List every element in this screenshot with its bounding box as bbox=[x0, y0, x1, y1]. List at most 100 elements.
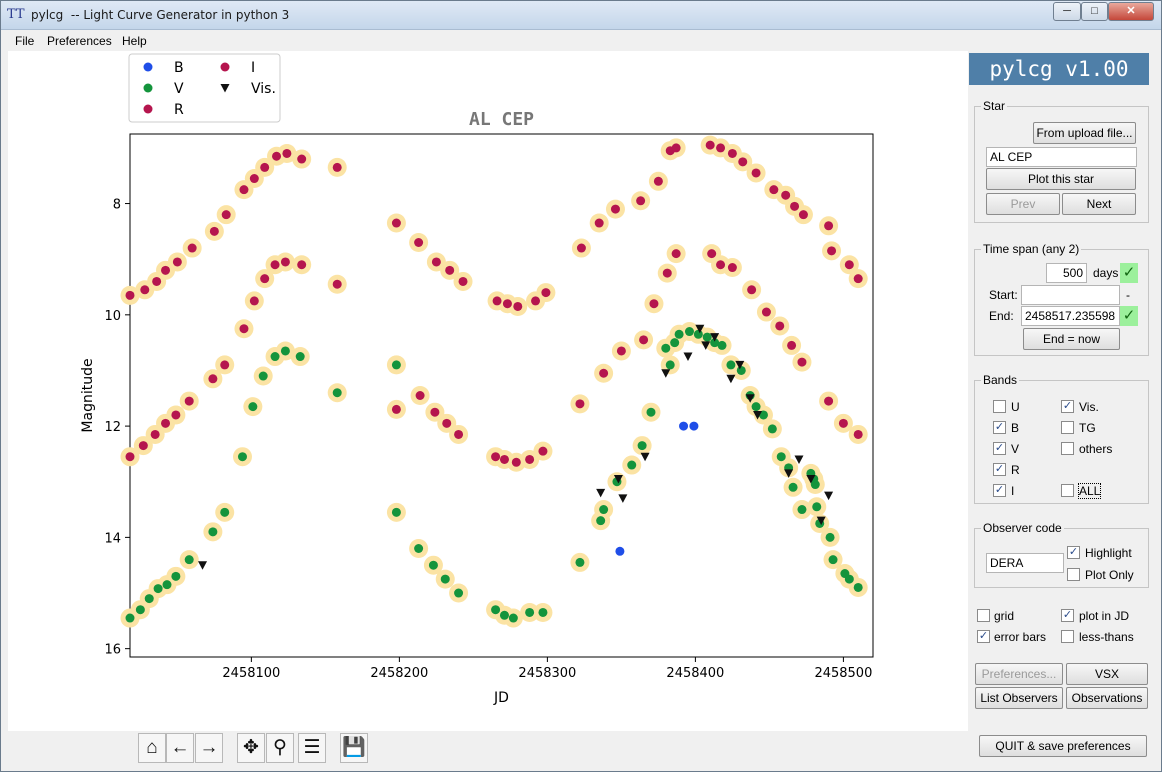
next-button[interactable]: Next bbox=[1062, 193, 1136, 215]
zoom-icon[interactable]: ⚲ bbox=[266, 733, 294, 763]
band-u-checkbox[interactable] bbox=[993, 400, 1006, 413]
point-v bbox=[736, 365, 746, 375]
bands-group: Bands bbox=[974, 373, 1149, 504]
point-v bbox=[702, 332, 712, 342]
point-v bbox=[726, 360, 736, 370]
y-tick-label: 8 bbox=[113, 198, 121, 213]
plot-canvas[interactable]: 2458100 2458200 2458300 2458400 2458500 8 10 12… bbox=[8, 51, 968, 731]
point-i bbox=[414, 237, 424, 247]
point-v bbox=[538, 607, 548, 617]
plot-in-jd-checkbox[interactable]: ✓ bbox=[1061, 609, 1074, 622]
days-input[interactable]: 500 bbox=[1046, 263, 1087, 283]
band-i-checkbox[interactable]: ✓ bbox=[993, 484, 1006, 497]
legend-marker-i bbox=[220, 62, 230, 72]
band-all-checkbox[interactable] bbox=[1061, 484, 1074, 497]
point-i bbox=[610, 204, 620, 214]
days-label: days bbox=[1093, 266, 1119, 280]
band-v-checkbox[interactable]: ✓ bbox=[993, 442, 1006, 455]
point-v bbox=[162, 580, 172, 590]
point-r bbox=[797, 357, 807, 367]
point-i bbox=[502, 299, 512, 309]
quit-save-preferences-button[interactable]: QUIT & save preferences bbox=[979, 735, 1147, 757]
title-bar[interactable]: TT pylcg -- Light Curve Generator in pyt… bbox=[1, 1, 1161, 30]
point-r bbox=[184, 396, 194, 406]
close-button[interactable]: ✕ bbox=[1108, 2, 1154, 21]
band-tg-checkbox[interactable] bbox=[1061, 421, 1074, 434]
legend-label-i: I bbox=[251, 60, 255, 76]
point-i bbox=[260, 162, 270, 172]
point-v bbox=[258, 371, 268, 381]
point-r bbox=[853, 429, 863, 439]
point-r bbox=[125, 452, 135, 462]
legend-label-r: R bbox=[174, 102, 184, 118]
observer-code-legend: Observer code bbox=[983, 521, 1062, 535]
light-curve-chart[interactable]: 2458100 2458200 2458300 2458400 2458500 8 10 12… bbox=[8, 51, 968, 731]
home-icon[interactable]: ⌂ bbox=[138, 733, 166, 763]
maximize-button[interactable]: □ bbox=[1081, 2, 1108, 21]
vsx-button[interactable]: VSX bbox=[1066, 663, 1148, 685]
plot-in-jd-label: plot in JD bbox=[1079, 609, 1130, 623]
star-name-input[interactable]: AL CEP bbox=[986, 147, 1137, 167]
plot-only-checkbox[interactable] bbox=[1067, 568, 1080, 581]
point-i bbox=[445, 265, 455, 275]
back-arrow-icon[interactable]: ← bbox=[166, 733, 194, 763]
menu-bar: File Preferences Help bbox=[8, 31, 1158, 51]
forward-arrow-icon[interactable]: → bbox=[195, 733, 223, 763]
point-v bbox=[428, 560, 438, 570]
minimize-button[interactable]: ─ bbox=[1053, 2, 1081, 21]
menu-help[interactable]: Help bbox=[122, 34, 147, 48]
point-r bbox=[491, 452, 501, 462]
band-b-checkbox[interactable]: ✓ bbox=[993, 421, 1006, 434]
point-v bbox=[144, 594, 154, 604]
end-input[interactable]: 2458517.235598 bbox=[1021, 306, 1120, 326]
point-v bbox=[776, 452, 786, 462]
point-r bbox=[525, 454, 535, 464]
legend-marker-r bbox=[143, 104, 153, 114]
point-i bbox=[125, 290, 135, 300]
start-input[interactable] bbox=[1021, 285, 1120, 305]
band-tg-label: TG bbox=[1079, 421, 1096, 435]
point-vis bbox=[726, 374, 736, 384]
point-r bbox=[332, 279, 342, 289]
grid-label: grid bbox=[994, 609, 1015, 623]
window-title: pylcg -- Light Curve Generator in python… bbox=[31, 8, 290, 22]
point-r bbox=[649, 299, 659, 309]
subplots-config-icon[interactable]: ☰ bbox=[298, 733, 326, 763]
point-v bbox=[646, 407, 656, 417]
less-thans-checkbox[interactable] bbox=[1061, 630, 1074, 643]
point-v bbox=[440, 574, 450, 584]
x-axis-label: JD bbox=[493, 690, 509, 706]
menu-file[interactable]: File bbox=[15, 34, 35, 48]
from-upload-file-button[interactable]: From upload file... bbox=[1033, 122, 1136, 144]
preferences-button[interactable]: Preferences... bbox=[975, 663, 1063, 685]
point-v bbox=[828, 555, 838, 565]
list-observers-button[interactable]: List Observers bbox=[975, 687, 1063, 709]
end-equals-now-button[interactable]: End = now bbox=[1023, 328, 1120, 350]
point-r bbox=[662, 268, 672, 278]
band-r-checkbox[interactable]: ✓ bbox=[993, 463, 1006, 476]
error-bars-checkbox[interactable]: ✓ bbox=[977, 630, 990, 643]
point-i bbox=[824, 221, 834, 231]
grid-checkbox[interactable] bbox=[977, 609, 990, 622]
point-r bbox=[249, 296, 259, 306]
band-others-checkbox[interactable] bbox=[1061, 442, 1074, 455]
point-i bbox=[492, 296, 502, 306]
band-vis-checkbox[interactable]: ✓ bbox=[1061, 400, 1074, 413]
bands-legend: Bands bbox=[983, 373, 1018, 387]
prev-button[interactable]: Prev bbox=[986, 193, 1060, 215]
save-icon[interactable]: 💾 bbox=[340, 733, 368, 763]
band-u-label: U bbox=[1011, 400, 1020, 414]
point-v bbox=[710, 338, 720, 348]
menu-preferences[interactable]: Preferences bbox=[47, 34, 112, 48]
observations-button[interactable]: Observations bbox=[1066, 687, 1148, 709]
point-i bbox=[391, 218, 401, 228]
pan-icon[interactable]: ✥ bbox=[237, 733, 265, 763]
point-r bbox=[499, 454, 509, 464]
point-v bbox=[248, 402, 258, 412]
point-v bbox=[125, 613, 135, 623]
point-v bbox=[280, 346, 290, 356]
observer-code-input[interactable]: DERA bbox=[986, 553, 1064, 573]
plot-this-star-button[interactable]: Plot this star bbox=[986, 168, 1136, 190]
point-i bbox=[140, 285, 150, 295]
highlight-checkbox[interactable]: ✓ bbox=[1067, 546, 1080, 559]
